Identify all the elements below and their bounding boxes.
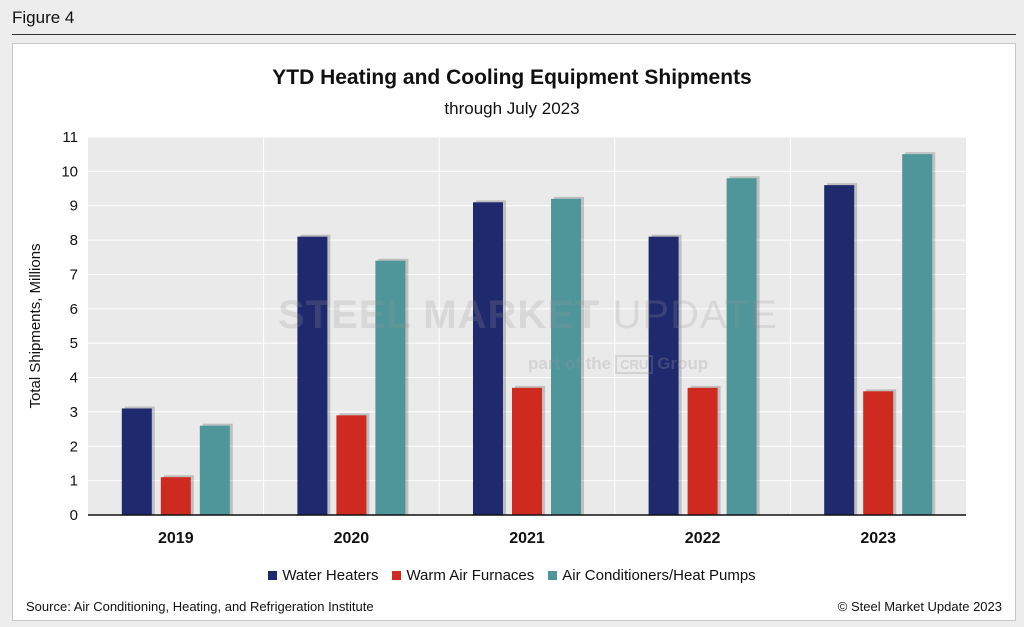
y-tick-label: 1 bbox=[70, 473, 78, 490]
legend-label: Water Heaters bbox=[282, 567, 379, 584]
y-tick-label: 7 bbox=[70, 266, 78, 283]
bar-warm-air-furnaces-2019 bbox=[160, 477, 191, 515]
legend-label: Warm Air Furnaces bbox=[406, 567, 535, 584]
y-tick-label: 9 bbox=[70, 198, 78, 215]
watermark-name: STEEL MARKET UPDATE bbox=[278, 293, 778, 338]
bar-air-conditioners-heat-pumps-2019 bbox=[199, 425, 230, 515]
watermark-tagline-pre: part of the bbox=[528, 354, 612, 373]
y-tick-label: 0 bbox=[70, 507, 78, 524]
legend-swatch bbox=[392, 571, 402, 580]
y-tick-label: 5 bbox=[70, 335, 78, 352]
copyright-note: © Steel Market Update 2023 bbox=[837, 599, 1002, 614]
y-tick-label: 6 bbox=[70, 301, 78, 318]
x-tick-label: 2022 bbox=[685, 530, 721, 547]
legend-item: Water Heaters bbox=[268, 567, 378, 584]
bar-warm-air-furnaces-2022 bbox=[687, 387, 718, 515]
figure-divider bbox=[12, 34, 1016, 35]
bar-warm-air-furnaces-2020 bbox=[336, 415, 367, 515]
bar-air-conditioners-heat-pumps-2023 bbox=[902, 154, 933, 515]
bar-water-heaters-2019 bbox=[121, 408, 152, 515]
chart-title: YTD Heating and Cooling Equipment Shipme… bbox=[272, 66, 752, 89]
legend-item: Air Conditioners/Heat Pumps bbox=[548, 567, 756, 584]
legend-item: Warm Air Furnaces bbox=[392, 567, 534, 584]
chart-subtitle: through July 2023 bbox=[444, 99, 580, 118]
bar-water-heaters-2023 bbox=[824, 185, 855, 516]
bar-water-heaters-2021 bbox=[473, 202, 503, 516]
y-tick-label: 3 bbox=[70, 404, 78, 421]
figure-label: Figure 4 bbox=[12, 8, 75, 27]
x-tick-label: 2020 bbox=[334, 530, 370, 547]
y-tick-label: 11 bbox=[62, 129, 78, 146]
watermark-tagline-post: Group bbox=[657, 354, 709, 373]
y-tick-label: 8 bbox=[70, 232, 78, 249]
bar-water-heaters-2020 bbox=[297, 236, 328, 515]
bar-air-conditioners-heat-pumps-2022 bbox=[726, 178, 757, 515]
watermark-tagline: part of the CRU Group bbox=[528, 354, 708, 374]
watermark-name-light: UPDATE bbox=[612, 293, 778, 337]
watermark-name-bold: STEEL MARKET bbox=[278, 293, 601, 337]
bar-water-heaters-2022 bbox=[648, 236, 679, 515]
watermark-cru-logo: CRU bbox=[615, 355, 654, 374]
y-tick-label: 10 bbox=[61, 163, 78, 180]
y-axis-title: Total Shipments, Millions bbox=[27, 243, 44, 408]
legend-swatch bbox=[548, 571, 558, 580]
legend-swatch bbox=[268, 571, 278, 580]
bar-air-conditioners-heat-pumps-2021 bbox=[551, 198, 581, 515]
chart-legend: Water Heaters Warm Air Furnaces Air Condit… bbox=[0, 567, 1024, 584]
legend-label: Air Conditioners/Heat Pumps bbox=[562, 567, 756, 584]
bar-warm-air-furnaces-2021 bbox=[512, 387, 542, 515]
x-tick-label: 2021 bbox=[509, 530, 545, 547]
bar-warm-air-furnaces-2023 bbox=[863, 391, 894, 515]
y-tick-label: 4 bbox=[70, 370, 78, 387]
x-tick-label: 2019 bbox=[158, 530, 194, 547]
source-note: Source: Air Conditioning, Heating, and R… bbox=[26, 599, 374, 614]
bar-air-conditioners-heat-pumps-2020 bbox=[375, 260, 406, 515]
y-tick-label: 2 bbox=[70, 438, 78, 455]
x-tick-label: 2023 bbox=[860, 530, 896, 547]
